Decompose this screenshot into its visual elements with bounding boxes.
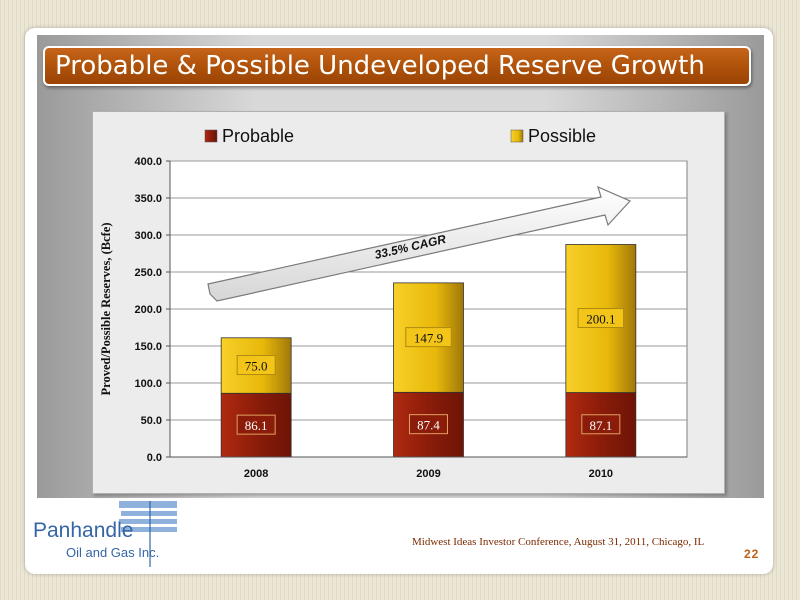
y-tick-label: 400.0 <box>134 156 162 168</box>
data-label-box <box>236 414 276 435</box>
data-label-box <box>409 414 448 435</box>
y-tick-label: 50.0 <box>141 415 162 427</box>
legend-swatch-probable <box>204 129 218 143</box>
legend-swatch-possible <box>510 129 524 143</box>
data-label-box <box>577 308 625 329</box>
data-label-possible-2010: 200.1 <box>586 312 615 327</box>
page-number: 22 <box>744 547 760 561</box>
data-label-possible-2008: 75.0 <box>245 359 268 374</box>
y-tick-label: 200.0 <box>134 304 162 316</box>
logo-subtitle: Oil and Gas Inc. <box>66 545 160 560</box>
data-label-box <box>405 327 452 348</box>
legend: Probable Possible <box>204 126 596 146</box>
data-label-possible-2009: 147.9 <box>414 331 443 346</box>
y-tick-label: 250.0 <box>134 267 162 279</box>
arrow-shape <box>207 185 632 302</box>
y-tick-label: 150.0 <box>134 341 162 353</box>
y-axis-label: Proved/Possible Reserves, (Bcfe) <box>99 223 113 396</box>
slide-title: Probable & Possible Undeveloped Reserve … <box>55 51 705 81</box>
data-label-probable-2010: 87.1 <box>589 418 612 433</box>
footer-text: Midwest Ideas Investor Conference, Augus… <box>412 536 705 548</box>
y-tick-label: 350.0 <box>134 193 162 205</box>
x-tick-label: 2008 <box>244 468 268 480</box>
title-bar: Probable & Possible Undeveloped Reserve … <box>43 46 751 86</box>
data-label-probable-2008: 86.1 <box>245 418 268 433</box>
company-logo <box>33 497 183 569</box>
data-label-probable-2009: 87.4 <box>417 418 440 433</box>
logo-name: Panhandle <box>33 519 134 542</box>
legend-label-possible: Possible <box>528 126 596 146</box>
data-label-box <box>236 355 276 376</box>
y-tick-label: 100.0 <box>134 378 162 390</box>
logo-graphic <box>119 501 177 567</box>
x-tick-label: 2010 <box>589 468 613 480</box>
legend-label-probable: Probable <box>222 126 294 146</box>
y-tick-label: 0.0 <box>147 452 162 464</box>
data-label-box <box>581 414 621 435</box>
y-tick-label: 300.0 <box>134 230 162 242</box>
x-tick-label: 2009 <box>416 468 440 480</box>
reserve-growth-chart: 86.1 75.0 87.4 147.9 87.1 200.1 0.0 50.0 100.0 1… <box>99 126 688 480</box>
